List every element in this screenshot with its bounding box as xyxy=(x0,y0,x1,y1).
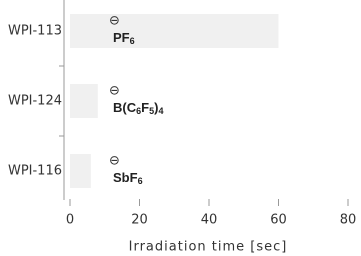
formula-text: B(C xyxy=(113,100,137,115)
x-tick-label: 60 xyxy=(270,213,287,228)
bar xyxy=(70,14,279,48)
annotation-formula: PF6 xyxy=(113,30,135,46)
formula-text: SbF xyxy=(113,170,138,185)
formula-text: PF xyxy=(113,30,130,45)
annotation-charge: ⊖ xyxy=(109,14,120,29)
annotation-formula: SbF6 xyxy=(113,170,143,186)
annotation-formula: B(C6F5)4 xyxy=(113,100,163,116)
annotation-charge: ⊖ xyxy=(109,84,120,99)
y-tick-label: WPI-124 xyxy=(8,94,62,109)
x-axis-label: Irradiation time [sec] xyxy=(129,240,288,255)
formula-subscript: 4 xyxy=(158,106,163,116)
formula-subscript: 6 xyxy=(138,176,143,186)
y-tick-label: WPI-116 xyxy=(8,164,62,179)
bar xyxy=(70,84,98,118)
bar xyxy=(70,154,91,188)
y-tick-label: WPI-113 xyxy=(8,24,62,39)
x-tick-label: 40 xyxy=(201,213,218,228)
annotation-charge: ⊖ xyxy=(109,154,120,169)
formula-subscript: 5 xyxy=(149,106,154,116)
formula-subscript: 6 xyxy=(130,36,135,46)
x-tick-label: 20 xyxy=(131,213,148,228)
formula-subscript: 6 xyxy=(136,106,141,116)
x-tick-label: 0 xyxy=(66,213,74,228)
formula-text: F xyxy=(141,100,149,115)
formula-text: ) xyxy=(154,100,158,115)
x-tick-label: 80 xyxy=(340,213,357,228)
